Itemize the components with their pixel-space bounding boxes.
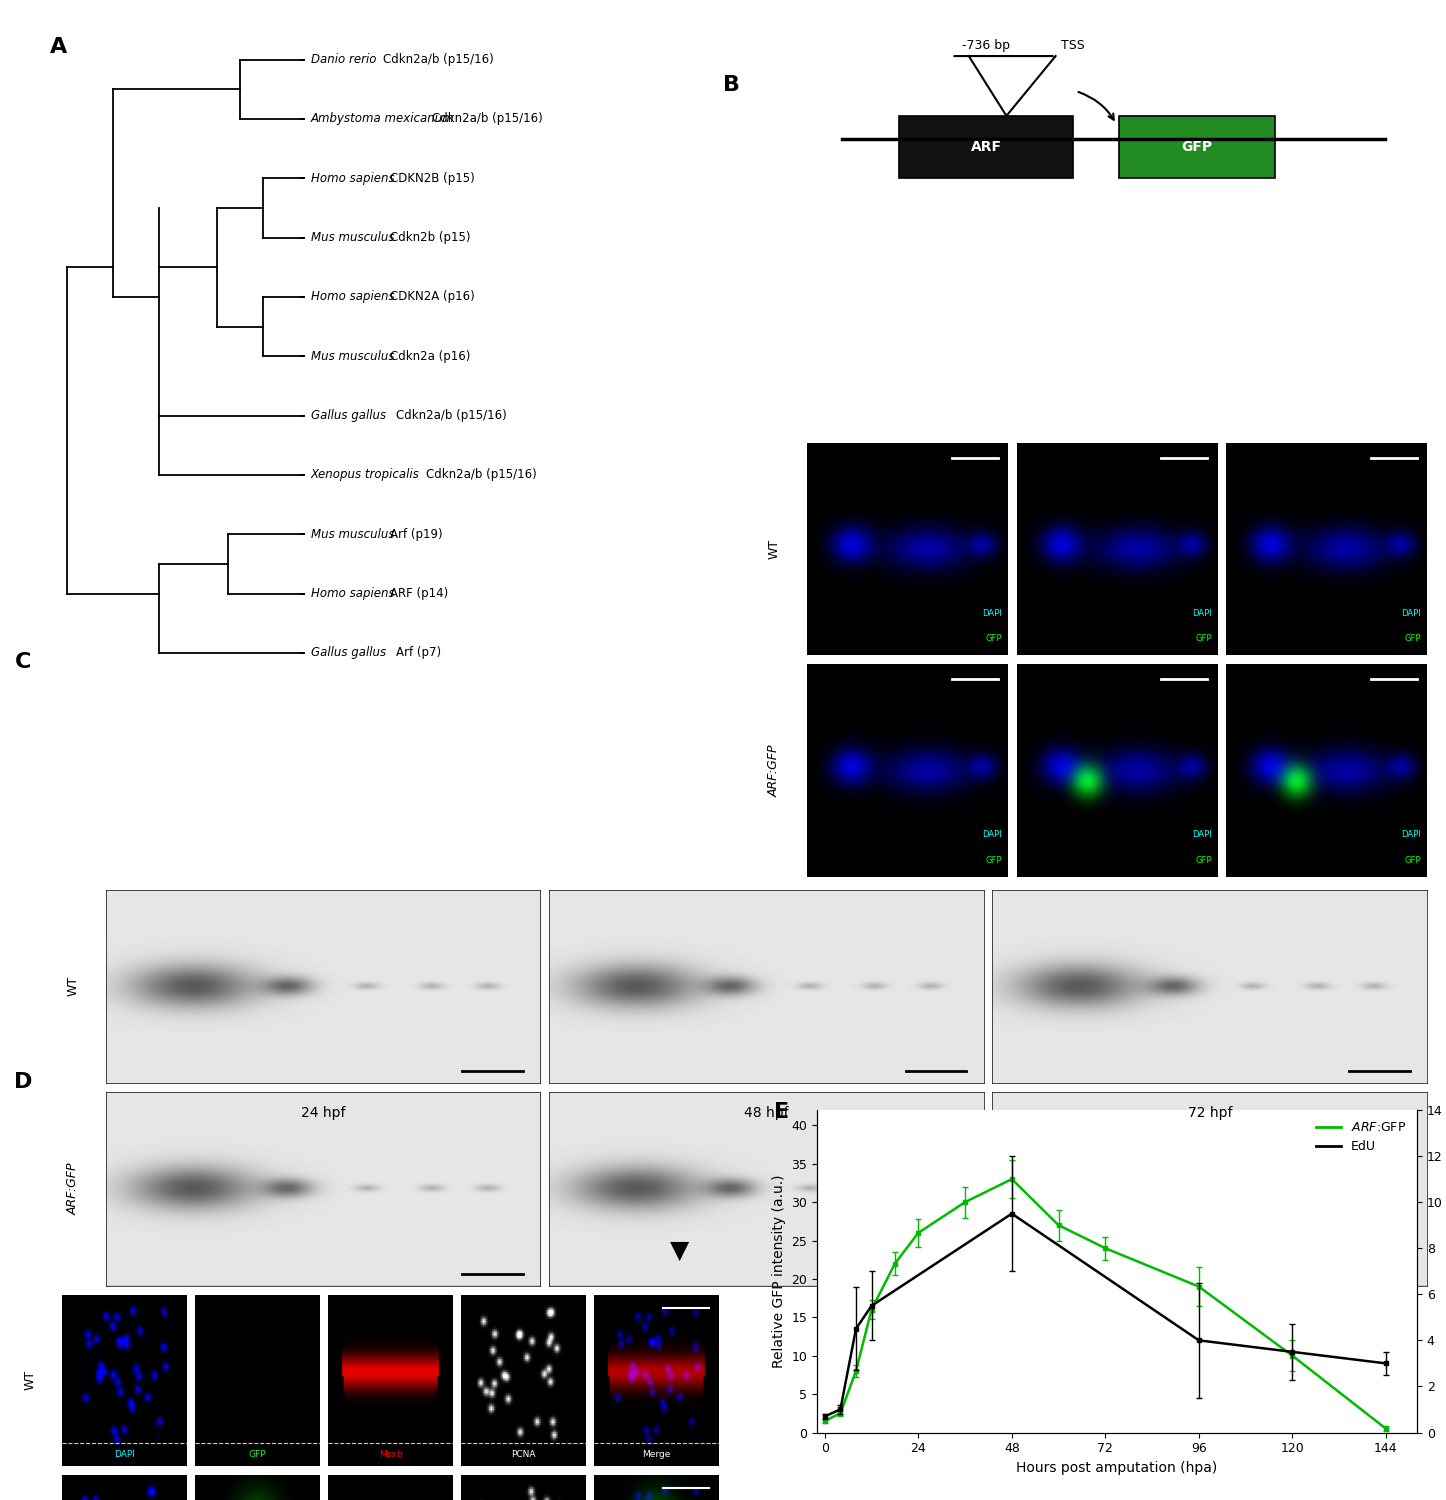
Text: Mus musculus: Mus musculus [311,350,398,363]
Text: Msxb: Msxb [379,1449,402,1458]
Text: Ambystoma mexicanum: Ambystoma mexicanum [311,112,458,126]
Text: ▼: ▼ [669,1239,690,1263]
Text: WT: WT [23,1370,36,1390]
Text: DAPI: DAPI [1401,830,1421,839]
Text: GFP: GFP [249,1449,266,1458]
Text: Danio rerio: Danio rerio [311,53,380,66]
Text: ARF:GFP: ARF:GFP [768,744,781,796]
Text: GFP: GFP [1404,634,1421,644]
Legend: $ARF$:GFP, EdU: $ARF$:GFP, EdU [1310,1116,1411,1158]
Text: DAPI: DAPI [982,609,1002,618]
Text: DAPI: DAPI [982,830,1002,839]
Y-axis label: Relative GFP intensity (a.u.): Relative GFP intensity (a.u.) [772,1174,785,1368]
Text: Mus musculus: Mus musculus [311,528,398,540]
Text: Cdkn2a/b (p15/16): Cdkn2a/b (p15/16) [383,53,495,66]
Text: Homo sapiens: Homo sapiens [311,586,398,600]
Text: Cdkn2a (p16): Cdkn2a (p16) [389,350,470,363]
Text: 72 hpf: 72 hpf [1187,1106,1232,1119]
Text: D: D [14,1072,33,1092]
X-axis label: Hours post amputation (hpa): Hours post amputation (hpa) [1017,1461,1218,1474]
Bar [1119,116,1275,178]
Text: Mus musculus: Mus musculus [311,231,398,244]
Text: DAPI: DAPI [1192,830,1212,839]
Text: DAPI: DAPI [114,1449,134,1458]
Text: DAPI: DAPI [1192,609,1212,618]
Text: 24 hpf: 24 hpf [885,682,930,696]
Text: GFP: GFP [1194,634,1212,644]
Text: DAPI: DAPI [1401,609,1421,618]
Text: ARF:GFP: ARF:GFP [67,1162,80,1215]
Text: Homo sapiens: Homo sapiens [311,291,398,303]
Text: E: E [774,1102,788,1122]
Text: Gallus gallus: Gallus gallus [311,646,389,660]
Text: PCNA: PCNA [512,1449,535,1458]
Text: TSS: TSS [1061,39,1084,53]
Text: GFP: GFP [1404,855,1421,864]
Text: ▼: ▼ [1113,1239,1132,1263]
Text: WT: WT [67,976,80,996]
Text: A: A [49,36,67,57]
Text: Merge: Merge [642,1449,671,1458]
Text: 72 hpf: 72 hpf [1304,682,1349,696]
Text: Arf (p7): Arf (p7) [396,646,441,660]
Text: 24 hpf: 24 hpf [301,1106,346,1119]
Text: GFP: GFP [985,855,1002,864]
Text: B: B [723,75,740,94]
Text: C: C [14,652,30,672]
Text: GFP: GFP [985,634,1002,644]
Text: Xenopus tropicalis: Xenopus tropicalis [311,468,424,482]
Text: 48 hpf: 48 hpf [1095,682,1139,696]
Text: Cdkn2a/b (p15/16): Cdkn2a/b (p15/16) [432,112,542,126]
Text: WT: WT [768,540,781,560]
Text: 48 hpf: 48 hpf [745,1106,788,1119]
Text: CDKN2B (p15): CDKN2B (p15) [389,172,474,184]
Text: GFP: GFP [1194,855,1212,864]
Text: -736 bp: -736 bp [962,39,1011,53]
Text: Homo sapiens: Homo sapiens [311,172,398,184]
Text: Gallus gallus: Gallus gallus [311,410,389,422]
Text: Cdkn2a/b (p15/16): Cdkn2a/b (p15/16) [427,468,536,482]
Text: Cdkn2a/b (p15/16): Cdkn2a/b (p15/16) [396,410,506,422]
Text: Arf (p19): Arf (p19) [389,528,442,540]
Text: ARF (p14): ARF (p14) [389,586,448,600]
Text: GFP: GFP [1181,140,1213,154]
Bar [899,116,1073,178]
Text: ARF: ARF [970,140,1002,154]
Text: Cdkn2b (p15): Cdkn2b (p15) [389,231,470,244]
Text: CDKN2A (p16): CDKN2A (p16) [389,291,474,303]
